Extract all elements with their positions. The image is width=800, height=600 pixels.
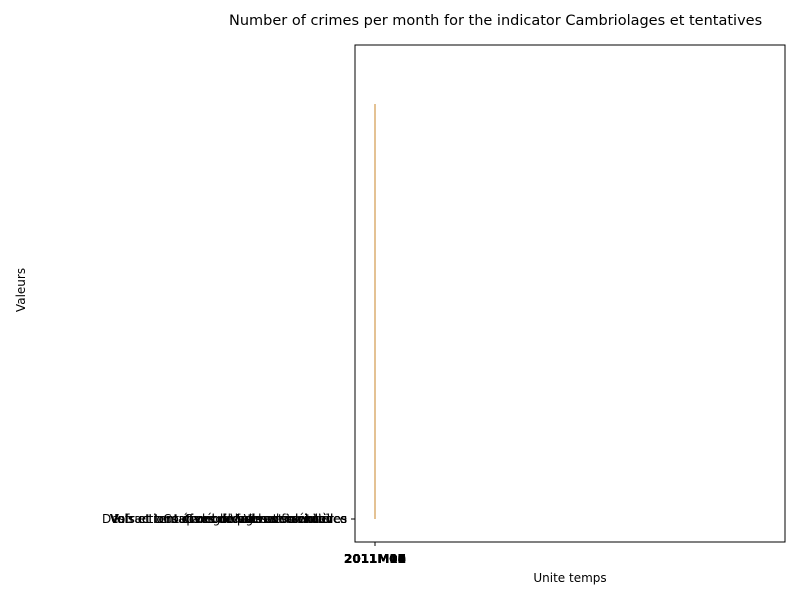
- x-tick-label: 2011M04: [344, 552, 406, 566]
- x-tick-label: 2011M01: [344, 552, 406, 566]
- y-tick-label: Infractions économiques et financières: [114, 512, 347, 526]
- y-tick-label: Vols et tentatives de vols sans violence: [111, 512, 347, 526]
- y-tick-label: Coups et blessures volontaires: [163, 512, 347, 526]
- x-tick-label: 2011M09: [344, 552, 406, 566]
- y-tick-label: Vols et tentatives de vols avec violence: [110, 512, 347, 526]
- x-tick-label: 2011M07: [344, 552, 406, 566]
- x-tick-label: 2011M08: [344, 552, 406, 566]
- x-axis-label: Unite temps: [533, 571, 606, 585]
- x-tick-label: 2011M10: [344, 552, 406, 566]
- x-tick-label: 2011M06: [344, 552, 406, 566]
- x-tick-label: 2011M03: [344, 552, 406, 566]
- y-tick-label: Destructions et dégradations volontaires: [102, 512, 347, 526]
- plot-area: [354, 44, 786, 543]
- x-tick-label: 2011M02: [344, 552, 406, 566]
- y-axis-label: Valeurs: [14, 268, 28, 312]
- x-axis: 2011M012011M022011M032011M042011M052011M…: [344, 542, 406, 566]
- x-tick-label: 2011M11: [344, 552, 406, 566]
- y-tick-label: Cambriolages et tentatives: [184, 512, 347, 526]
- chart-title: Number of crimes per month for the indic…: [229, 13, 762, 29]
- x-tick-label: 2011M05: [344, 552, 406, 566]
- y-axis: Vols et tentatives de vols avec violence…: [102, 512, 355, 526]
- y-tick-label: Violences sexuelles: [230, 512, 347, 526]
- y-tick-label: Vols de véhicules: [244, 512, 347, 526]
- x-tick-label: 2011M12: [344, 552, 406, 566]
